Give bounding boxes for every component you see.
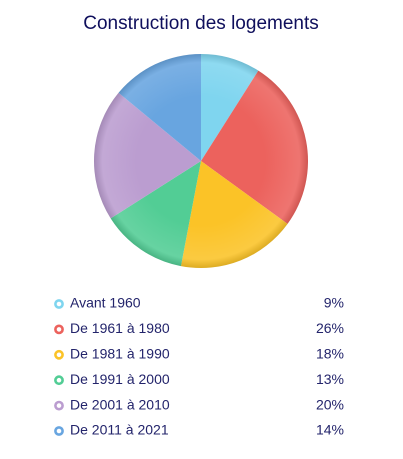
legend-label: Avant 1960 [70, 295, 141, 311]
legend-value: 18% [316, 346, 344, 362]
legend-marker [54, 299, 64, 309]
legend-label: De 1991 à 2000 [70, 371, 170, 387]
legend-marker [54, 324, 64, 335]
legend-value: 20% [316, 396, 344, 412]
legend-label: De 1961 à 1980 [70, 320, 170, 336]
legend-value: 9% [324, 295, 344, 311]
chart-title: Construction des logements [83, 13, 319, 34]
legend-value: 14% [316, 422, 344, 438]
legend-label: De 2001 à 2010 [70, 396, 170, 412]
legend-label: De 1981 à 1990 [70, 346, 170, 362]
legend-value: 26% [316, 320, 344, 336]
legend-label: De 2011 à 2021 [70, 422, 169, 438]
legend-marker [54, 400, 64, 411]
legend-marker [54, 426, 64, 436]
legend-marker [54, 375, 64, 386]
legend-marker [54, 349, 64, 360]
legend-value: 13% [316, 371, 344, 387]
